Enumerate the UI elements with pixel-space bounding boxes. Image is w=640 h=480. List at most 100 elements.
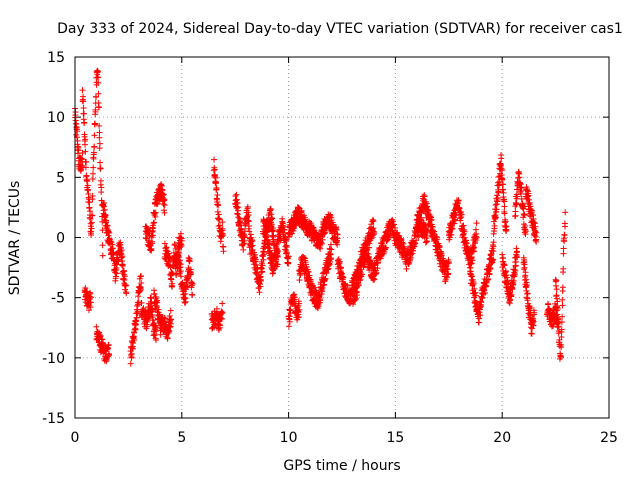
- data-point: [72, 109, 79, 116]
- data-point: [105, 342, 112, 349]
- data-point: [560, 265, 567, 272]
- data-point: [134, 302, 141, 309]
- data-point: [214, 201, 221, 208]
- data-point: [96, 140, 103, 147]
- x-axis-label: GPS time / hours: [283, 458, 400, 474]
- data-point: [213, 179, 220, 186]
- data-point: [106, 230, 113, 237]
- data-point: [240, 246, 247, 253]
- x-tick-labels: 0 5 10 15 20 25: [71, 430, 618, 446]
- data-point: [161, 318, 168, 325]
- data-point: [185, 275, 192, 282]
- data-point: [102, 212, 109, 219]
- data-point: [559, 302, 566, 309]
- data-point: [252, 256, 259, 263]
- data-point: [97, 332, 104, 339]
- data-point: [138, 272, 145, 279]
- data-point: [79, 149, 86, 156]
- data-point: [83, 288, 90, 295]
- data-point: [107, 238, 114, 245]
- data-point: [82, 148, 89, 155]
- data-point: [512, 212, 519, 219]
- data-point: [244, 203, 251, 210]
- data-point: [182, 298, 189, 305]
- data-point: [86, 199, 93, 206]
- data-point: [560, 245, 567, 252]
- data-point: [95, 90, 102, 97]
- data-point: [219, 309, 226, 316]
- x-tick-label: 5: [177, 430, 186, 446]
- data-point: [87, 290, 94, 297]
- data-point: [150, 225, 157, 232]
- data-point: [249, 246, 256, 253]
- data-point: [177, 268, 184, 275]
- data-point: [91, 120, 98, 127]
- data-point: [552, 282, 559, 289]
- data-point: [165, 328, 172, 335]
- y-axis-label: SDTVAR / TECUs: [7, 181, 23, 296]
- data-point: [154, 299, 161, 306]
- data-point: [168, 269, 175, 276]
- y-tick-label: 15: [47, 50, 65, 66]
- data-point: [247, 251, 254, 258]
- y-tick-label: 5: [56, 170, 65, 186]
- data-point: [161, 240, 168, 247]
- data-point: [128, 350, 135, 357]
- data-point: [211, 156, 218, 163]
- data-point: [98, 184, 105, 191]
- data-point: [123, 290, 130, 297]
- data-point: [163, 244, 170, 251]
- data-point: [137, 286, 144, 293]
- data-point: [151, 332, 158, 339]
- data-point: [74, 137, 81, 144]
- data-point: [152, 209, 159, 216]
- data-point: [112, 273, 119, 280]
- data-point: [120, 275, 127, 282]
- data-point: [562, 209, 569, 216]
- data-point: [81, 296, 88, 303]
- data-point: [131, 337, 138, 344]
- data-point: [83, 158, 90, 165]
- data-point: [132, 326, 139, 333]
- y-tick-label: -5: [51, 291, 65, 307]
- data-point: [106, 352, 113, 359]
- data-point: [502, 218, 509, 225]
- data-point: [521, 211, 528, 218]
- data-point: [151, 219, 158, 226]
- data-point: [240, 240, 247, 247]
- data-point: [95, 74, 102, 81]
- data-point: [89, 212, 96, 219]
- data-point: [473, 220, 480, 227]
- data-point: [256, 289, 263, 296]
- data-point: [80, 98, 87, 105]
- data-point: [82, 136, 89, 143]
- data-point: [523, 276, 530, 283]
- data-point: [422, 239, 429, 246]
- data-point: [88, 225, 95, 232]
- data-point: [88, 294, 95, 301]
- data-point: [188, 270, 195, 277]
- data-point: [84, 178, 91, 185]
- data-point: [235, 207, 242, 214]
- data-point: [97, 159, 104, 166]
- data-point: [96, 331, 103, 338]
- data-point: [237, 220, 244, 227]
- data-point: [178, 237, 185, 244]
- data-point: [101, 199, 108, 206]
- data-point: [214, 191, 221, 198]
- data-point: [235, 214, 242, 221]
- data-point: [122, 282, 129, 289]
- data-point: [90, 164, 97, 171]
- data-point: [160, 196, 167, 203]
- data-point: [96, 134, 103, 141]
- data-points: [72, 67, 569, 367]
- data-point: [244, 217, 251, 224]
- data-point: [156, 311, 163, 318]
- y-tick-label: -10: [42, 351, 65, 367]
- data-point: [95, 79, 102, 86]
- data-point: [119, 253, 126, 260]
- data-point: [82, 285, 89, 292]
- data-point: [151, 291, 158, 298]
- data-point: [82, 164, 89, 171]
